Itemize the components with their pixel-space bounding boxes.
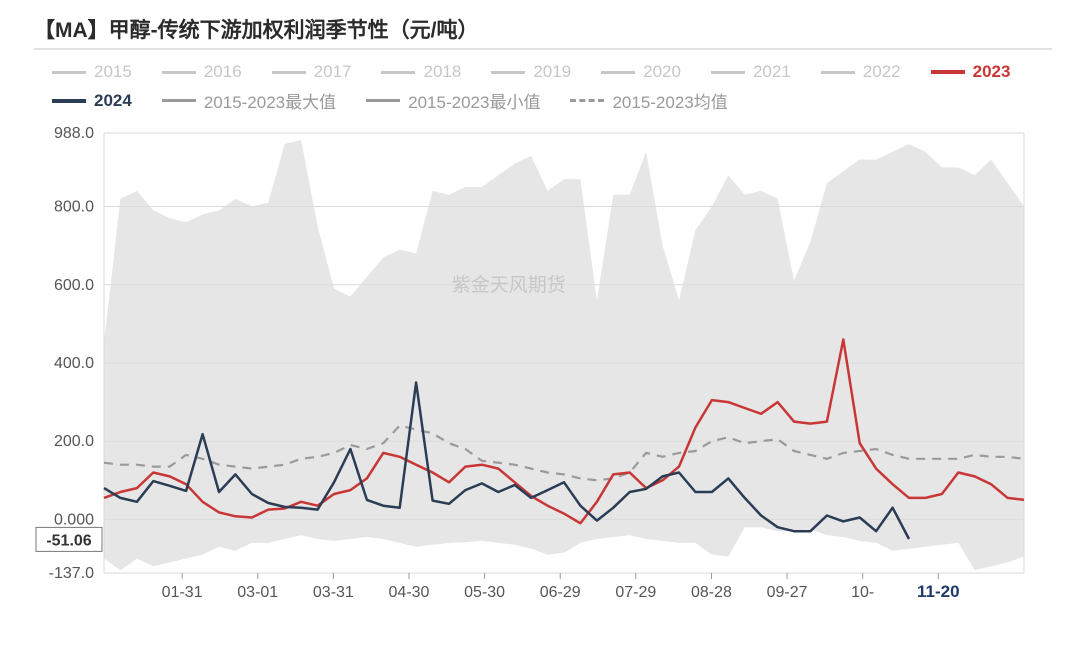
xtick-label: 03-01 bbox=[237, 584, 278, 601]
title-rule bbox=[34, 48, 1052, 50]
svg-text:-137.0: -137.0 bbox=[49, 565, 94, 582]
legend-swatch bbox=[601, 71, 635, 74]
legend-item: 2016 bbox=[162, 62, 242, 82]
chart-container: 【MA】甲醇-传统下游加权利润季节性（元/吨） 2015 2016 2017 2018… bbox=[0, 0, 1080, 650]
svg-text:600.0: 600.0 bbox=[54, 277, 94, 294]
legend-item: 2021 bbox=[711, 62, 791, 82]
legend-label: 2024 bbox=[94, 91, 132, 111]
legend-item: 2015 bbox=[52, 62, 132, 82]
legend-item: 2018 bbox=[381, 62, 461, 82]
xtick-label: 04-30 bbox=[389, 584, 430, 601]
legend-label: 2015-2023最小值 bbox=[408, 88, 540, 113]
legend-swatch bbox=[711, 71, 745, 74]
legend-swatch bbox=[491, 71, 525, 74]
min-max-band bbox=[104, 140, 1024, 570]
svg-text:800.0: 800.0 bbox=[54, 199, 94, 216]
legend-label: 2019 bbox=[533, 62, 571, 82]
legend-label: 2015-2023最大值 bbox=[204, 88, 336, 113]
legend-label: 2015 bbox=[94, 62, 132, 82]
legend-item: 2017 bbox=[272, 62, 352, 82]
legend-label: 2016 bbox=[204, 62, 242, 82]
legend-item: 2019 bbox=[491, 62, 571, 82]
legend-item: 2015-2023最大值 bbox=[162, 88, 336, 113]
chart-svg: -137.0 0.000 200.0 400.0 600.0 800.0 988.0 紫金天风… bbox=[34, 125, 1044, 625]
legend-item: 2023 bbox=[931, 62, 1011, 82]
svg-text:988.0: 988.0 bbox=[54, 125, 94, 142]
svg-text:0.000: 0.000 bbox=[54, 511, 94, 528]
legend-swatch bbox=[52, 71, 86, 74]
legend-item: 2020 bbox=[601, 62, 681, 82]
xtick-label: 06-29 bbox=[540, 584, 581, 601]
svg-text:200.0: 200.0 bbox=[54, 433, 94, 450]
legend-swatch bbox=[381, 71, 415, 74]
xtick-label: 09-27 bbox=[767, 584, 808, 601]
legend-swatch bbox=[931, 70, 965, 74]
legend-swatch bbox=[366, 99, 400, 102]
legend-swatch bbox=[570, 99, 604, 102]
legend: 2015 2016 2017 2018 2019 2020 2021 2022 2023 2024… bbox=[34, 58, 1052, 125]
legend-label: 2022 bbox=[863, 62, 901, 82]
legend-swatch bbox=[162, 71, 196, 74]
legend-item: 2015-2023最小值 bbox=[366, 88, 540, 113]
xtick-label: 07-29 bbox=[615, 584, 656, 601]
legend-item: 2024 bbox=[52, 91, 132, 111]
xtick-highlight: 11-20 bbox=[917, 582, 960, 601]
legend-swatch bbox=[821, 71, 855, 74]
current-value-label: -51.06 bbox=[46, 532, 91, 549]
legend-swatch bbox=[272, 71, 306, 74]
legend-swatch bbox=[52, 99, 86, 103]
legend-label: 2021 bbox=[753, 62, 791, 82]
legend-label: 2023 bbox=[973, 62, 1011, 82]
xtick-label: 05-30 bbox=[464, 584, 505, 601]
xtick-label: 03-31 bbox=[313, 584, 354, 601]
legend-label: 2020 bbox=[643, 62, 681, 82]
legend-label: 2017 bbox=[314, 62, 352, 82]
svg-text:400.0: 400.0 bbox=[54, 355, 94, 372]
watermark: 紫金天风期货 bbox=[452, 274, 566, 296]
legend-swatch bbox=[162, 99, 196, 102]
legend-item: 2015-2023均值 bbox=[570, 88, 727, 113]
chart-title: 【MA】甲醇-传统下游加权利润季节性（元/吨） bbox=[34, 14, 1052, 44]
xtick-label: 10- bbox=[851, 584, 874, 601]
legend-item: 2022 bbox=[821, 62, 901, 82]
legend-label: 2015-2023均值 bbox=[612, 88, 727, 113]
legend-label: 2018 bbox=[423, 62, 461, 82]
xtick-label: 08-28 bbox=[691, 584, 732, 601]
xtick-label: 01-31 bbox=[162, 584, 203, 601]
plot-area: -137.0 0.000 200.0 400.0 600.0 800.0 988.0 紫金天风… bbox=[34, 125, 1052, 625]
